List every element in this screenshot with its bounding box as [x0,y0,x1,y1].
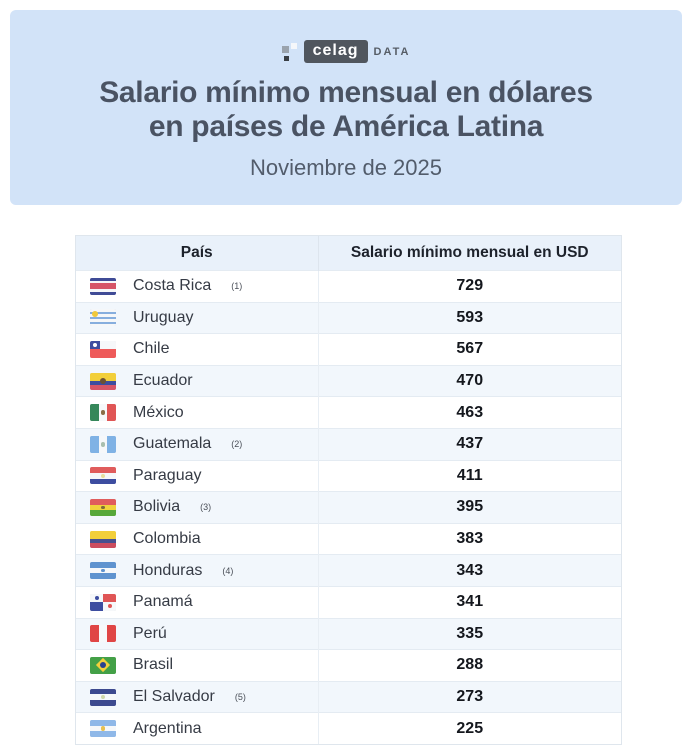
column-header-country: País [76,236,319,271]
country-name: Colombia [133,530,201,548]
salary-value: 343 [318,554,621,587]
table-row: Chile 567 [76,333,621,366]
logo-data-label: DATA [373,45,411,58]
table-row: Paraguay 411 [76,459,621,492]
table-body: Costa Rica (1) 729 Uruguay 593 Chile 567 [76,270,621,744]
country-name: Ecuador [133,372,193,390]
country-name: Guatemala [133,435,212,453]
argentina-flag-icon [90,720,116,738]
ecuador-flag-icon [90,372,116,390]
celag-pixels-icon [281,42,298,61]
table-row: Ecuador 470 [76,364,621,397]
salary-value: 225 [318,712,621,744]
table-row: Panamá 341 [76,585,621,619]
salary-value: 395 [318,491,621,524]
table-row: Argentina 225 [76,712,621,744]
salary-value: 411 [318,459,621,492]
country-name: Bolivia [133,498,181,516]
country-name: Perú [133,624,167,642]
salary-value: 273 [318,680,621,713]
costa-rica-flag-icon [90,277,116,295]
table-row: Uruguay 593 [76,301,621,334]
country-name: Brasil [133,656,174,674]
mexico-flag-icon [90,404,116,422]
chile-flag-icon [90,340,116,358]
salary-value: 335 [318,617,621,650]
salary-value: 383 [318,522,621,555]
peru-flag-icon [90,625,116,643]
salary-table: País Salario mínimo mensual en USD Costa… [75,235,622,745]
country-name: Honduras [133,561,203,579]
salary-value: 567 [318,333,621,366]
column-header-salary: Salario mínimo mensual en USD [318,236,621,271]
table-row: Colombia 383 [76,522,621,555]
country-name: México [133,403,184,421]
salary-value: 341 [318,585,621,619]
brazil-flag-icon [90,656,116,674]
country-name: Paraguay [133,466,202,484]
table-row: Perú 335 [76,617,621,650]
table-row: Honduras (4) 343 [76,554,621,587]
bolivia-flag-icon [90,498,116,516]
panama-flag-icon [90,593,116,611]
table-header-row: País Salario mínimo mensual en USD [76,236,621,271]
table-row: Bolivia (3) 395 [76,491,621,524]
salary-value: 288 [318,649,621,682]
page-title: Salario mínimo mensual en dólares en paí… [10,76,682,144]
hero-banner: celag DATA Salario mínimo mensual en dól… [10,10,682,205]
page-title-line2: en países de América Latina [148,109,544,143]
country-name: Panamá [133,593,193,611]
paraguay-flag-icon [90,467,116,485]
page-title-line1: Salario mínimo mensual en dólares [99,76,593,109]
country-name: Uruguay [133,308,194,326]
celag-wordmark: celag [303,40,368,63]
country-name: Chile [133,340,170,358]
table-row: México 463 [76,396,621,429]
table-row: Guatemala (2) 437 [76,427,621,461]
country-name: Argentina [133,719,202,737]
date-subtitle: Noviembre de 2025 [249,154,442,180]
honduras-flag-icon [90,562,116,580]
uruguay-flag-icon [90,309,116,327]
colombia-flag-icon [90,530,116,548]
salary-value: 463 [318,396,621,429]
salary-value: 470 [318,364,621,397]
table-row: Costa Rica (1) 729 [76,270,621,303]
salary-value: 729 [318,270,621,303]
table-row: Brasil 288 [76,649,621,682]
el-salvador-flag-icon [90,688,116,706]
table-row: El Salvador (5) 273 [76,680,621,713]
country-name: El Salvador [133,688,215,706]
country-name: Costa Rica [133,277,212,295]
celag-data-logo: celag DATA [10,10,682,63]
salary-value: 593 [318,301,621,334]
salary-value: 437 [318,427,621,461]
guatemala-flag-icon [90,435,116,453]
